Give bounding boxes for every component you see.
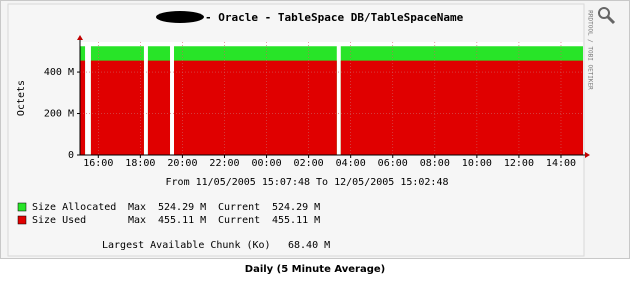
y-tick-label: 0 <box>68 150 74 161</box>
x-tick-label: 08:00 <box>420 158 450 169</box>
legend-label: Size Allocated <box>32 202 116 213</box>
legend-stat: Max <box>128 202 146 213</box>
legend-stat: Current <box>218 202 260 213</box>
legend-stat: 524.29 M <box>272 202 320 213</box>
legend-stat: Current <box>218 215 260 226</box>
x-tick-label: 22:00 <box>209 158 239 169</box>
y-arrow <box>77 35 83 40</box>
y-tick-label: 400 M <box>44 67 74 78</box>
x-tick-label: 16:00 <box>83 158 113 169</box>
legend-label: Size Used <box>32 215 86 226</box>
legend-swatch <box>17 202 27 212</box>
y-axis-label: Octets <box>16 80 27 116</box>
x-tick-label: 04:00 <box>336 158 366 169</box>
x-tick-label: 02:00 <box>294 158 324 169</box>
x-tick-label: 12:00 <box>504 158 534 169</box>
x-tick-label: 20:00 <box>167 158 197 169</box>
x-tick-label: 18:00 <box>125 158 155 169</box>
legend-stat: 455.11 M <box>272 215 320 226</box>
legend-stat: Max <box>128 215 146 226</box>
x-arrow <box>585 152 590 158</box>
footer-label: Largest Available Chunk (Ko) <box>102 240 271 251</box>
footer-value: 68.40 M <box>288 240 330 251</box>
watermark: RRDTOOL / TOBI OETIKER <box>587 10 594 90</box>
x-tick-label: 00:00 <box>251 158 281 169</box>
legend-swatch <box>17 215 27 225</box>
legend-stat: 455.11 M <box>158 215 206 226</box>
x-tick-label: 10:00 <box>462 158 492 169</box>
y-tick-label: 200 M <box>44 109 74 120</box>
x-tick-label: 06:00 <box>378 158 408 169</box>
chart-title: - Oracle - TableSpace DB/TableSpaceName <box>205 11 464 24</box>
caption: Daily (5 Minute Average) <box>245 264 385 275</box>
settings-icon[interactable] <box>598 7 616 25</box>
redaction <box>156 11 204 23</box>
legend-stat: 524.29 M <box>158 202 206 213</box>
x-tick-label: 14:00 <box>546 158 576 169</box>
area <box>80 60 583 156</box>
subtitle: From 11/05/2005 15:07:48 To 12/05/2005 1… <box>166 177 449 188</box>
